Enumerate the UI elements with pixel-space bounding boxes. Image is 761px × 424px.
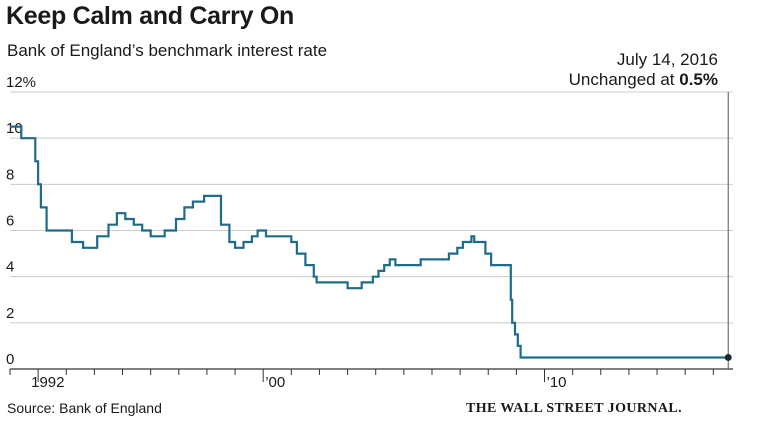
chart-title: Keep Calm and Carry On (6, 2, 294, 30)
y-tick-label: 4 (6, 259, 14, 276)
x-tick-label: ’10 (547, 374, 567, 391)
annotation-value: 0.5% (679, 70, 718, 89)
end-point-marker (724, 353, 732, 361)
y-tick-label: 2 (6, 305, 14, 322)
y-tick-label: 10 (6, 120, 23, 137)
y-axis-labels: 12% 10 8 6 4 2 0 (6, 74, 36, 368)
grid-lines (10, 91, 733, 324)
x-axis-labels: 1992 ’00 ’10 (31, 374, 566, 391)
annotation-text: Unchanged at 0.5% (569, 70, 718, 90)
y-tick-label: 12% (6, 74, 36, 91)
source-note: Source: Bank of England (7, 400, 162, 416)
annotation-date: July 14, 2016 (616, 50, 718, 69)
y-tick-label: 6 (6, 213, 14, 230)
series-line (10, 125, 729, 359)
chart-subtitle: Bank of England’s benchmark interest rat… (7, 41, 328, 60)
y-tick-label: 0 (6, 351, 14, 368)
x-axis (9, 368, 733, 382)
y-tick-label: 8 (6, 166, 14, 183)
x-tick-label: ’00 (265, 374, 285, 391)
annotation-prefix: Unchanged at (568, 70, 680, 89)
x-tick-label: 1992 (31, 374, 64, 391)
publisher-credit: THE WALL STREET JOURNAL. (466, 401, 683, 416)
